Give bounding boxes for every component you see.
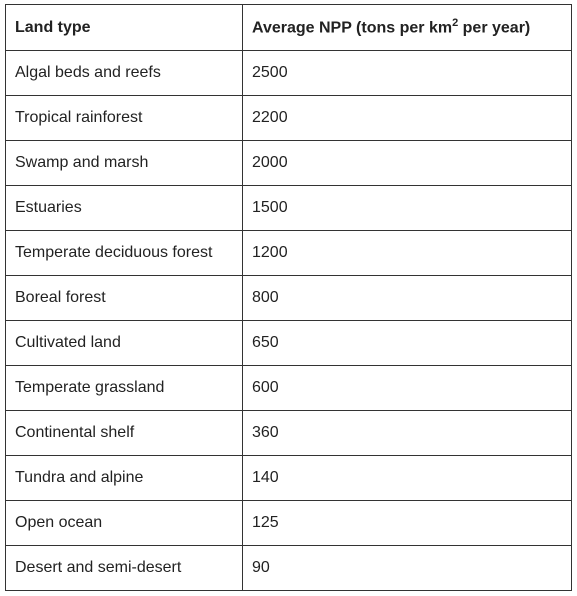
table-row: Tundra and alpine 140 — [5, 455, 572, 501]
land-type-cell: Temperate grassland — [5, 365, 243, 411]
table-row: Tropical rainforest 2200 — [5, 95, 572, 141]
header-text: per year) — [458, 19, 531, 37]
npp-cell: 140 — [242, 455, 572, 501]
land-type-cell: Tropical rainforest — [5, 95, 243, 141]
header-text: Average NPP (tons per km — [252, 19, 453, 37]
header-superscript: 2 — [452, 17, 459, 30]
land-type-cell: Continental shelf — [5, 410, 243, 456]
npp-cell: 125 — [242, 500, 572, 546]
land-type-cell: Estuaries — [5, 185, 243, 231]
land-type-cell: Swamp and marsh — [5, 140, 243, 186]
npp-cell: 2500 — [242, 50, 572, 96]
land-type-cell: Open ocean — [5, 500, 243, 546]
header-cell: Average NPP (tons per km2 per year) — [242, 4, 572, 51]
land-type-cell: Boreal forest — [5, 275, 243, 321]
header-cell: Land type — [5, 4, 243, 51]
npp-cell: 2200 — [242, 95, 572, 141]
npp-cell: 800 — [242, 275, 572, 321]
header-row: Land type Average NPP (tons per km2 per … — [5, 4, 572, 51]
land-type-cell: Algal beds and reefs — [5, 50, 243, 96]
land-type-cell: Cultivated land — [5, 320, 243, 366]
npp-cell: 1200 — [242, 230, 572, 276]
table-row: Temperate deciduous forest 1200 — [5, 230, 572, 276]
land-type-cell: Tundra and alpine — [5, 455, 243, 501]
table-row: Temperate grassland 600 — [5, 365, 572, 411]
npp-cell: 1500 — [242, 185, 572, 231]
land-type-cell: Desert and semi-desert — [5, 545, 243, 591]
table-row: Desert and semi-desert 90 — [5, 545, 572, 591]
table-row: Cultivated land 650 — [5, 320, 572, 366]
table-row: Boreal forest 800 — [5, 275, 572, 321]
table-row: Estuaries 1500 — [5, 185, 572, 231]
land-type-cell: Temperate deciduous forest — [5, 230, 243, 276]
npp-cell: 2000 — [242, 140, 572, 186]
npp-cell: 600 — [242, 365, 572, 411]
npp-table: Land type Average NPP (tons per km2 per … — [5, 4, 572, 591]
table-row: Continental shelf 360 — [5, 410, 572, 456]
npp-cell: 90 — [242, 545, 572, 591]
npp-cell: 360 — [242, 410, 572, 456]
table-body: Algal beds and reefs 2500 Tropical rainfor… — [5, 50, 572, 591]
table-row: Algal beds and reefs 2500 — [5, 50, 572, 96]
table-row: Open ocean 125 — [5, 500, 572, 546]
npp-cell: 650 — [242, 320, 572, 366]
table-row: Swamp and marsh 2000 — [5, 140, 572, 186]
